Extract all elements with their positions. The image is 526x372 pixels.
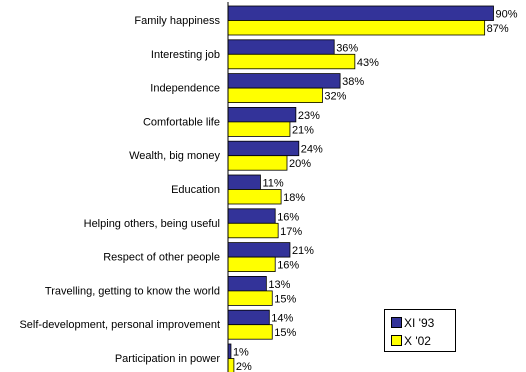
data-label-series-1: 13% [268, 279, 290, 291]
data-label-series-2: 43% [357, 57, 379, 69]
bar-series-2 [227, 20, 486, 36]
category-label: Travelling, getting to know the world [45, 285, 220, 297]
legend-entry-series-1: XI '93 [391, 315, 435, 330]
bar-series-2 [227, 358, 235, 372]
bar-series-1 [227, 140, 300, 157]
data-label-series-1: 21% [292, 245, 314, 257]
legend: XI '93 X '02 [384, 309, 456, 352]
legend-entry-series-2: X '02 [391, 333, 431, 348]
legend-swatch-series-1 [391, 317, 402, 329]
category-labels: Family happiness Interesting job Independe… [19, 15, 220, 365]
data-label-series-2: 32% [324, 91, 346, 103]
bar-series-1 [227, 309, 270, 326]
bar-series-2 [227, 290, 273, 306]
category-label: Independence [150, 83, 220, 95]
bar-series-2 [227, 222, 279, 239]
bar-series-1 [227, 275, 267, 292]
category-label: Education [171, 184, 220, 196]
category-label: Self-development, personal improvement [19, 319, 220, 331]
bar-series-1 [227, 174, 261, 190]
data-label-series-2: 21% [292, 124, 314, 136]
legend-label-series-1: XI '93 [404, 315, 435, 330]
category-label: Family happiness [134, 15, 220, 27]
category-label: Respect of other people [103, 252, 220, 264]
data-label-series-2: 18% [283, 192, 305, 204]
bar-series-2 [227, 53, 356, 70]
data-label-series-2: 16% [277, 260, 299, 272]
legend-label-series-2: X '02 [404, 333, 431, 348]
data-label-series-1: 14% [271, 313, 293, 325]
bar-series-1 [227, 208, 276, 224]
data-label-series-2: 15% [274, 327, 296, 339]
bar-series-2 [227, 121, 291, 137]
data-label-series-1: 11% [262, 178, 283, 190]
bar-series-1 [227, 5, 494, 21]
data-label-series-1: 90% [496, 9, 518, 21]
category-label: Interesting job [151, 49, 220, 61]
category-label: Participation in power [115, 353, 221, 365]
bar-series-1 [227, 39, 335, 55]
category-label: Helping others, being useful [84, 218, 220, 230]
bar-series-1 [227, 107, 297, 123]
legend-swatch-series-2 [391, 335, 402, 347]
bar-series-2 [227, 155, 288, 171]
data-label-series-1: 1% [233, 347, 249, 359]
bar-series-1 [227, 73, 341, 89]
bars [227, 5, 494, 372]
data-label-series-1: 23% [298, 110, 320, 122]
category-label: Wealth, big money [129, 150, 220, 162]
category-label: Comfortable life [143, 116, 220, 128]
data-label-series-1: 36% [336, 42, 358, 54]
data-label-series-1: 24% [301, 144, 323, 156]
bar-series-2 [227, 87, 323, 103]
data-label-series-2: 87% [487, 23, 509, 35]
data-label-series-2: 20% [289, 158, 311, 170]
bar-series-2 [227, 324, 273, 340]
bar-series-2 [227, 189, 282, 205]
data-label-series-2: 2% [236, 361, 252, 372]
bar-series-1 [227, 242, 291, 258]
data-label-series-2: 17% [280, 226, 302, 238]
data-label-series-1: 38% [342, 76, 364, 88]
value-labels: 90% 87% 36% 43% 38% 32% 23% 21% 24% 20% 11%18% 16% 1… [233, 9, 518, 372]
data-label-series-1: 16% [277, 211, 299, 223]
data-label-series-2: 15% [274, 293, 296, 305]
bar-series-2 [227, 256, 276, 273]
